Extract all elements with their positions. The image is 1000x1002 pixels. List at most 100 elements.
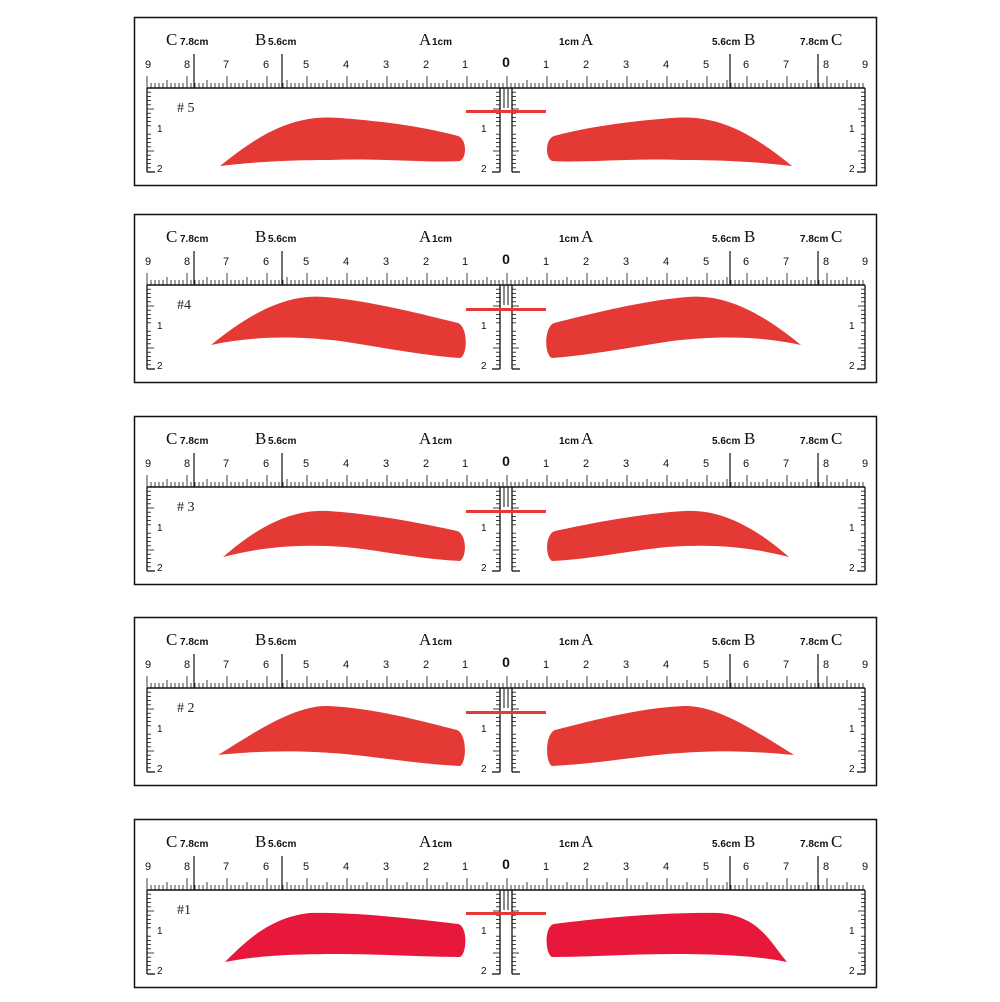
right-eyebrow-shape [546,912,787,962]
ruler-number: 8 [184,458,190,470]
ruler-numbers: 9 8 7 6 5 4 3 2 1 0 1 2 3 4 5 6 7 8 9 [145,251,868,268]
right-vertical-number-1: 1 [849,724,855,735]
right-eyebrow-shape [546,117,792,166]
ruler-number: 4 [343,59,349,71]
ruler-number: 4 [343,458,349,470]
ruler-number: 2 [583,59,589,71]
right-vertical-number-1: 1 [849,523,855,534]
ruler-number: 1 [462,659,468,671]
ruler-number: 4 [663,659,669,671]
left-c-measure: 7.8cm [180,234,208,245]
left-vertical-number-1: 1 [157,124,163,135]
right-b-measure: 5.6cm [712,234,740,245]
ruler-number: 8 [184,59,190,71]
ruler-number: 8 [823,256,829,268]
ruler-number: 8 [823,659,829,671]
stencil-model-label: #1 [177,903,191,918]
ruler-number: 7 [783,256,789,268]
right-a-letter: A [581,227,594,246]
ruler-number: 6 [263,659,269,671]
ruler-number: 2 [423,59,429,71]
ruler-number: 5 [303,458,309,470]
ruler-number: 3 [623,861,629,873]
ruler-number: 5 [303,59,309,71]
ruler-ticks [146,273,865,366]
ruler-number: 8 [823,458,829,470]
stencil-ruler-graphic: C 7.8cm B 5.6cm A 1cm 1cm A 5.6cm B 7.8c… [133,213,878,384]
right-vertical-number-2: 2 [849,563,855,574]
ruler-number: 4 [343,659,349,671]
stencil-card-1: C 7.8cm B 5.6cm A 1cm 1cm A 5.6cm B 7.8c… [0,0,1000,200]
left-a-measure: 1cm [432,234,452,245]
ruler-number: 7 [783,659,789,671]
right-c-letter: C [831,429,842,448]
ruler-number: 3 [623,458,629,470]
right-a-letter: A [581,429,594,448]
stencil-model-label: # 3 [177,500,195,515]
left-b-measure: 5.6cm [268,37,296,48]
ruler-number: 3 [623,659,629,671]
right-vertical-number-2: 2 [849,764,855,775]
left-vertical-number-1: 1 [157,523,163,534]
right-a-measure: 1cm [559,839,579,850]
ruler-number: 5 [303,256,309,268]
right-eyebrow-shape [547,705,794,766]
right-b-measure: 5.6cm [712,436,740,447]
card-frame [133,415,878,586]
ruler-number: 6 [743,256,749,268]
ruler-number: 2 [583,458,589,470]
left-c-letter: C [166,832,177,851]
ruler-number: 7 [223,659,229,671]
left-vertical-number-1: 1 [157,926,163,937]
left-vertical-number-1: 1 [157,724,163,735]
right-a-measure: 1cm [559,637,579,648]
ruler-number: 5 [703,659,709,671]
stencil-ruler-graphic: C 7.8cm B 5.6cm A 1cm 1cm A 5.6cm B 7.8c… [133,16,878,187]
left-a-measure: 1cm [432,637,452,648]
ruler-number: 6 [263,861,269,873]
ruler-number: 9 [862,256,868,268]
ruler-number: 5 [303,659,309,671]
ruler-number: 8 [184,659,190,671]
ruler-number: 8 [823,59,829,71]
left-a-letter: A [419,832,432,851]
ruler-number: 4 [663,861,669,873]
right-a-letter: A [581,30,594,49]
ruler-number: 6 [263,458,269,470]
left-b-letter: B [255,429,266,448]
left-vertical-number-2: 2 [157,361,163,372]
ruler-number: 9 [862,458,868,470]
ruler-numbers: 9 8 7 6 5 4 3 2 1 0 1 2 3 4 5 6 7 8 9 [145,654,868,671]
left-b-measure: 5.6cm [268,436,296,447]
right-b-letter: B [744,429,755,448]
center-vertical-number-2: 2 [481,966,487,977]
ruler-number: 1 [543,256,549,268]
ruler-number: 4 [663,458,669,470]
ruler-number: 8 [184,861,190,873]
ruler-number: 2 [583,256,589,268]
right-b-letter: B [744,30,755,49]
ruler-number: 2 [423,861,429,873]
ruler-number: 7 [223,256,229,268]
left-b-measure: 5.6cm [268,234,296,245]
center-red-bar [466,110,546,113]
right-c-measure: 7.8cm [800,637,828,648]
left-vertical-number-2: 2 [157,563,163,574]
left-vertical-number-1: 1 [157,321,163,332]
ruler-number: 3 [383,659,389,671]
ruler-number: 1 [462,59,468,71]
left-c-measure: 7.8cm [180,37,208,48]
right-vertical-number-1: 1 [849,321,855,332]
right-c-letter: C [831,227,842,246]
left-b-measure: 5.6cm [268,637,296,648]
ruler-number: 2 [423,256,429,268]
left-a-letter: A [419,429,432,448]
ruler-number: 5 [703,59,709,71]
ruler-number: 6 [743,458,749,470]
ruler-number: 1 [543,861,549,873]
ruler-number: 6 [263,59,269,71]
left-eyebrow-shape [218,705,465,766]
right-c-measure: 7.8cm [800,234,828,245]
ruler-numbers: 9 8 7 6 5 4 3 2 1 0 1 2 3 4 5 6 7 8 9 [145,54,868,71]
right-vertical-number-1: 1 [849,124,855,135]
